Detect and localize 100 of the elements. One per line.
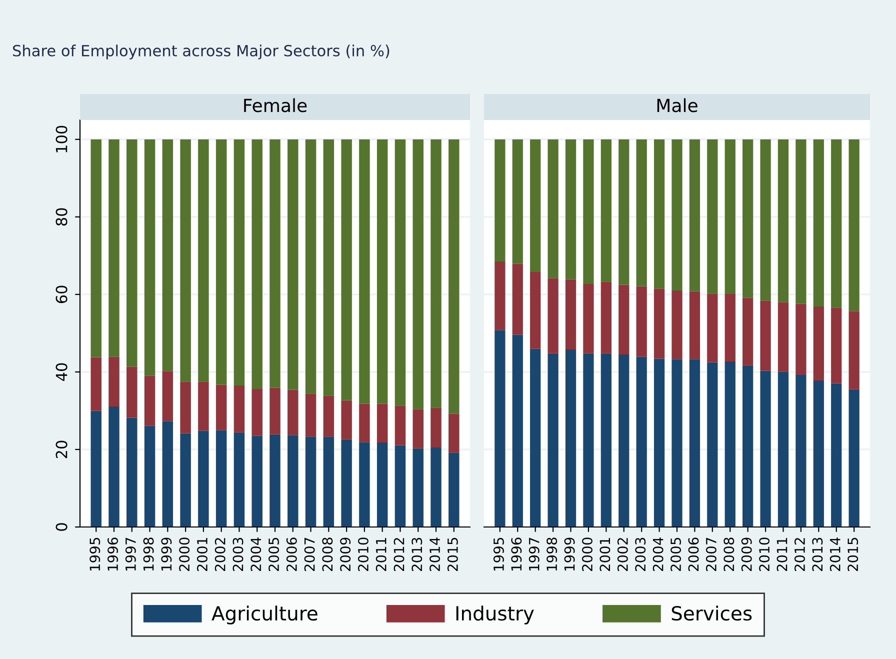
bar	[583, 284, 594, 354]
x-tick-label: 2003	[232, 538, 244, 572]
bar	[618, 284, 630, 355]
bar	[126, 139, 138, 367]
x-tick-label: 2009	[340, 538, 351, 572]
bar	[430, 408, 442, 448]
y-tick-label: 20	[56, 440, 68, 458]
bar	[494, 139, 506, 262]
bar	[234, 432, 245, 527]
bar	[252, 389, 262, 436]
x-tick-label: 2011	[776, 538, 788, 572]
bar	[323, 139, 334, 396]
bar	[778, 139, 789, 302]
bar	[394, 406, 406, 446]
x-tick-label: 2010	[358, 538, 368, 572]
text: Share of Employment across Major Sectors (in %)	[13, 44, 390, 60]
chart-title: Male	[657, 98, 698, 112]
bar	[689, 291, 700, 360]
bar	[618, 354, 630, 527]
x-tick-label: 1998	[546, 538, 558, 571]
x-tick-label: 1999	[161, 538, 172, 571]
chart-title: Female	[244, 98, 307, 112]
bar	[144, 426, 156, 527]
bar	[636, 139, 647, 286]
bar	[707, 294, 718, 362]
bar	[742, 365, 754, 527]
bar	[359, 139, 370, 404]
bar	[689, 359, 700, 527]
bar	[252, 139, 262, 390]
y-tick-label: 100	[56, 126, 68, 152]
bar	[548, 353, 558, 527]
x-tick-label: 2006	[286, 538, 297, 572]
bar	[108, 406, 120, 527]
y-tick-label: 0	[56, 523, 68, 531]
bar	[565, 139, 576, 280]
bar	[618, 139, 630, 285]
bar	[144, 376, 156, 426]
bar	[430, 139, 442, 408]
x-tick-label: 2015	[447, 538, 458, 572]
bar	[778, 302, 789, 372]
bar	[198, 430, 209, 527]
bar	[341, 439, 352, 527]
legend-label: Industry	[456, 606, 534, 624]
bar	[270, 139, 280, 388]
bar	[848, 389, 860, 527]
bar	[126, 366, 138, 418]
x-tick-label: 2013	[812, 538, 823, 572]
bar	[796, 139, 806, 304]
x-tick-label: 2014	[430, 538, 440, 572]
bar	[672, 139, 682, 291]
bar	[394, 139, 406, 406]
bar	[288, 390, 298, 436]
bar	[672, 359, 682, 527]
bar	[341, 400, 352, 440]
bar	[376, 404, 388, 442]
bar	[412, 448, 424, 527]
bar	[848, 139, 860, 312]
bar	[448, 139, 460, 414]
bar	[654, 358, 665, 527]
bar	[707, 362, 718, 527]
bar	[198, 382, 209, 431]
x-tick-label: 2012	[794, 538, 805, 572]
bar	[216, 384, 227, 430]
bar	[724, 361, 736, 527]
x-tick-label: 2014	[830, 538, 840, 572]
bar	[600, 282, 612, 354]
bar	[636, 356, 647, 527]
bar	[583, 139, 594, 284]
bar	[430, 448, 442, 527]
bar	[530, 139, 541, 272]
bar	[530, 348, 541, 527]
x-tick-label: 2010	[759, 538, 770, 572]
bar	[252, 436, 262, 527]
bar	[796, 304, 806, 376]
bar	[813, 380, 824, 527]
bar	[234, 386, 245, 432]
bar	[848, 311, 860, 390]
bar	[831, 139, 842, 308]
bar	[724, 294, 736, 362]
bar	[144, 139, 156, 376]
bar	[270, 388, 280, 434]
x-tick-label: 2005	[268, 538, 280, 572]
legend-label: Agriculture	[212, 606, 318, 624]
bar	[162, 421, 174, 527]
bar	[448, 452, 460, 527]
bar	[288, 139, 298, 390]
legend-label: Services	[672, 606, 752, 621]
bar	[359, 442, 370, 527]
x-tick-label: 2013	[412, 538, 422, 572]
bar	[376, 139, 388, 404]
bar	[234, 139, 245, 386]
x-tick-label: 2011	[376, 538, 386, 572]
bar	[778, 372, 789, 527]
bar	[742, 298, 754, 366]
x-tick-label: 2004	[250, 538, 262, 572]
bar	[305, 436, 316, 527]
bar	[512, 264, 523, 335]
x-tick-label: 2001	[196, 538, 208, 572]
bar	[180, 382, 191, 434]
x-tick-label: 2007	[706, 538, 716, 572]
